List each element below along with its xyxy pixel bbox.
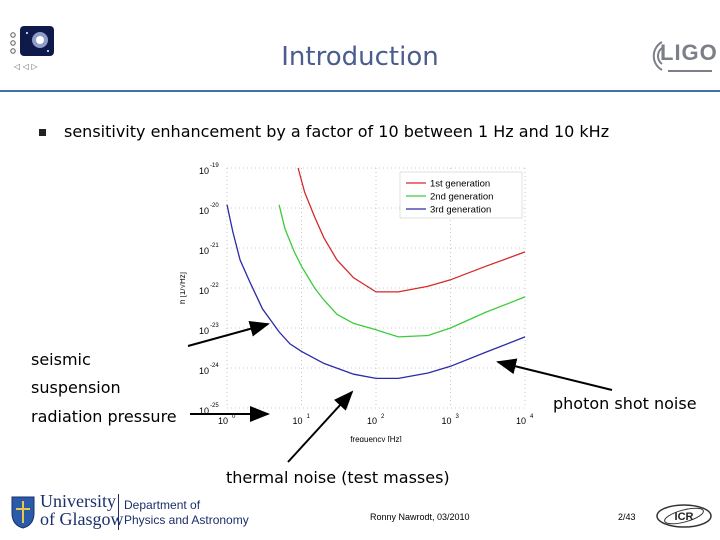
y-tick-exponent: -21 <box>210 243 219 249</box>
y-tick-exponent: -20 <box>210 203 219 209</box>
x-tick-exponent: 0 <box>232 414 236 420</box>
seismic-label: seismic <box>31 350 91 369</box>
y-tick-label: 10 <box>199 166 209 176</box>
x-tick-exponent: 4 <box>530 414 534 420</box>
ligo-logo: LIGO <box>660 40 718 65</box>
nav-arrows[interactable]: ◁ ◁ ▷ <box>14 62 38 71</box>
thermal-noise-label: thermal noise (test masses) <box>226 468 450 487</box>
photon-shot-noise-label: photon shot noise <box>553 394 697 413</box>
x-tick-exponent: 1 <box>307 414 311 420</box>
bullet-text: sensitivity enhancement by a factor of 1… <box>64 122 610 141</box>
university-line-1: University <box>40 491 116 511</box>
y-tick-exponent: -19 <box>210 163 219 169</box>
ligo-logo-arcs-icon <box>652 41 663 71</box>
thermal-arrow <box>287 390 354 463</box>
university-crest-icon <box>11 496 35 529</box>
y-tick-label: 10 <box>199 206 209 216</box>
photon-arrow <box>496 358 613 391</box>
y-tick-label: 10 <box>199 246 209 256</box>
footer-author: Ronny Nawrodt, 03/2010 <box>370 512 470 522</box>
x-tick-label: 10 <box>218 416 228 426</box>
series-line-3 <box>226 204 526 380</box>
x-tick-label: 10 <box>367 416 377 426</box>
y-tick-label: 10 <box>199 406 209 416</box>
legend-box <box>399 171 523 219</box>
page-number: 2/43 <box>618 512 636 522</box>
icr-logo-text: ICR <box>675 511 694 523</box>
y-tick-exponent: -22 <box>210 283 219 289</box>
y-tick-label: 10 <box>199 366 209 376</box>
series-line-1 <box>297 167 526 293</box>
radiation-pressure-label: radiation pressure <box>31 407 177 426</box>
university-name: University of Glasgow <box>40 492 124 528</box>
y-tick-exponent: -23 <box>210 323 219 329</box>
ligo-logo-underline <box>668 70 712 72</box>
department-name: Department of Physics and Astronomy <box>124 498 249 528</box>
university-line-2: of Glasgow <box>40 509 124 529</box>
slide-title: Introduction <box>281 42 439 72</box>
legend-label: 2nd generation <box>430 192 493 203</box>
x-tick-exponent: 2 <box>381 414 385 420</box>
icr-logo: ICR <box>656 504 712 528</box>
x-tick-label: 10 <box>441 416 451 426</box>
y-axis-label: h [1/√Hz] <box>180 272 187 304</box>
seismic-arrow <box>187 321 270 347</box>
legend-label: 1st generation <box>430 179 490 190</box>
nav-dots-icon <box>10 32 16 54</box>
legend-label: 3rd generation <box>430 205 491 216</box>
galaxy-logo-icon <box>20 26 54 56</box>
department-line-1: Department of <box>124 498 201 512</box>
x-tick-label: 10 <box>516 416 526 426</box>
y-tick-exponent: -24 <box>210 363 219 369</box>
x-tick-label: 10 <box>292 416 302 426</box>
y-tick-label: 10 <box>199 286 209 296</box>
bullet-marker <box>39 129 46 136</box>
y-tick-exponent: -25 <box>210 403 219 409</box>
x-tick-exponent: 3 <box>456 414 460 420</box>
series-line-2 <box>278 204 526 338</box>
x-axis-label: frequency [Hz] <box>350 435 402 442</box>
department-line-2: Physics and Astronomy <box>124 513 249 527</box>
y-tick-label: 10 <box>199 326 209 336</box>
suspension-label: suspension <box>31 378 121 397</box>
title-rule <box>0 90 720 92</box>
footer-separator <box>118 494 119 530</box>
